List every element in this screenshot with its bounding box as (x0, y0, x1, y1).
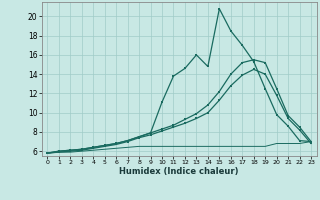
X-axis label: Humidex (Indice chaleur): Humidex (Indice chaleur) (119, 167, 239, 176)
